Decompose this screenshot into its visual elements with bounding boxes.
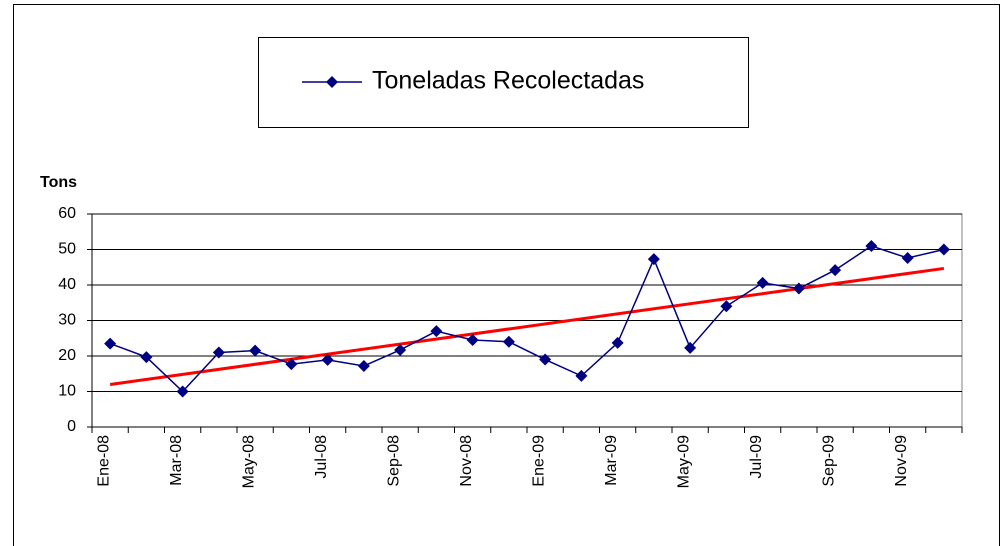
data-point [502, 335, 515, 348]
x-tick-label: Jul-08 [313, 435, 330, 479]
data-point [647, 253, 660, 266]
x-tick-label: Mar-08 [168, 435, 185, 486]
x-tick-label: Ene-08 [95, 435, 112, 487]
data-point [176, 385, 189, 398]
data-point [212, 346, 225, 359]
x-tick-label: Mar-09 [603, 435, 620, 486]
series-line [109, 245, 945, 393]
y-tick-label: 10 [58, 383, 76, 400]
x-tick-label: Sep-08 [385, 435, 402, 487]
y-tick-label: 30 [58, 312, 76, 329]
data-point [937, 243, 950, 256]
data-point [140, 351, 153, 364]
legend-label: Toneladas Recolectadas [372, 67, 644, 95]
data-point [684, 341, 697, 354]
legend-marker [326, 76, 338, 88]
data-point [539, 353, 552, 366]
x-tick-label: Jul-09 [748, 435, 765, 479]
data-point [611, 336, 624, 349]
x-tick-label: May-08 [240, 435, 257, 488]
data-point [357, 359, 370, 372]
chart-frame [13, 4, 1000, 546]
data-point [720, 300, 733, 313]
y-tick-label: 40 [58, 276, 76, 293]
x-tick-label: Nov-09 [893, 435, 910, 487]
y-axis-label: Tons [40, 174, 77, 191]
y-tick-label: 0 [67, 418, 76, 435]
x-tick-label: Sep-09 [820, 435, 837, 487]
data-point [466, 334, 479, 347]
data-point [792, 282, 805, 295]
data-point [865, 239, 878, 252]
data-point [430, 325, 443, 338]
data-point [285, 358, 298, 371]
x-tick-label: Ene-09 [530, 435, 547, 487]
x-tick-label: Nov-08 [458, 435, 475, 487]
y-tick-label: 50 [58, 241, 76, 258]
data-point [321, 353, 334, 366]
y-tick-label: 20 [58, 347, 76, 364]
trendline [109, 266, 945, 386]
x-tick-label: May-09 [675, 435, 692, 488]
data-point [394, 343, 407, 356]
data-point [104, 337, 117, 350]
data-point [249, 344, 262, 357]
data-point [901, 252, 914, 265]
data-point [756, 276, 769, 289]
y-tick-label: 60 [58, 205, 76, 222]
data-point [829, 264, 842, 277]
data-point [575, 369, 588, 382]
